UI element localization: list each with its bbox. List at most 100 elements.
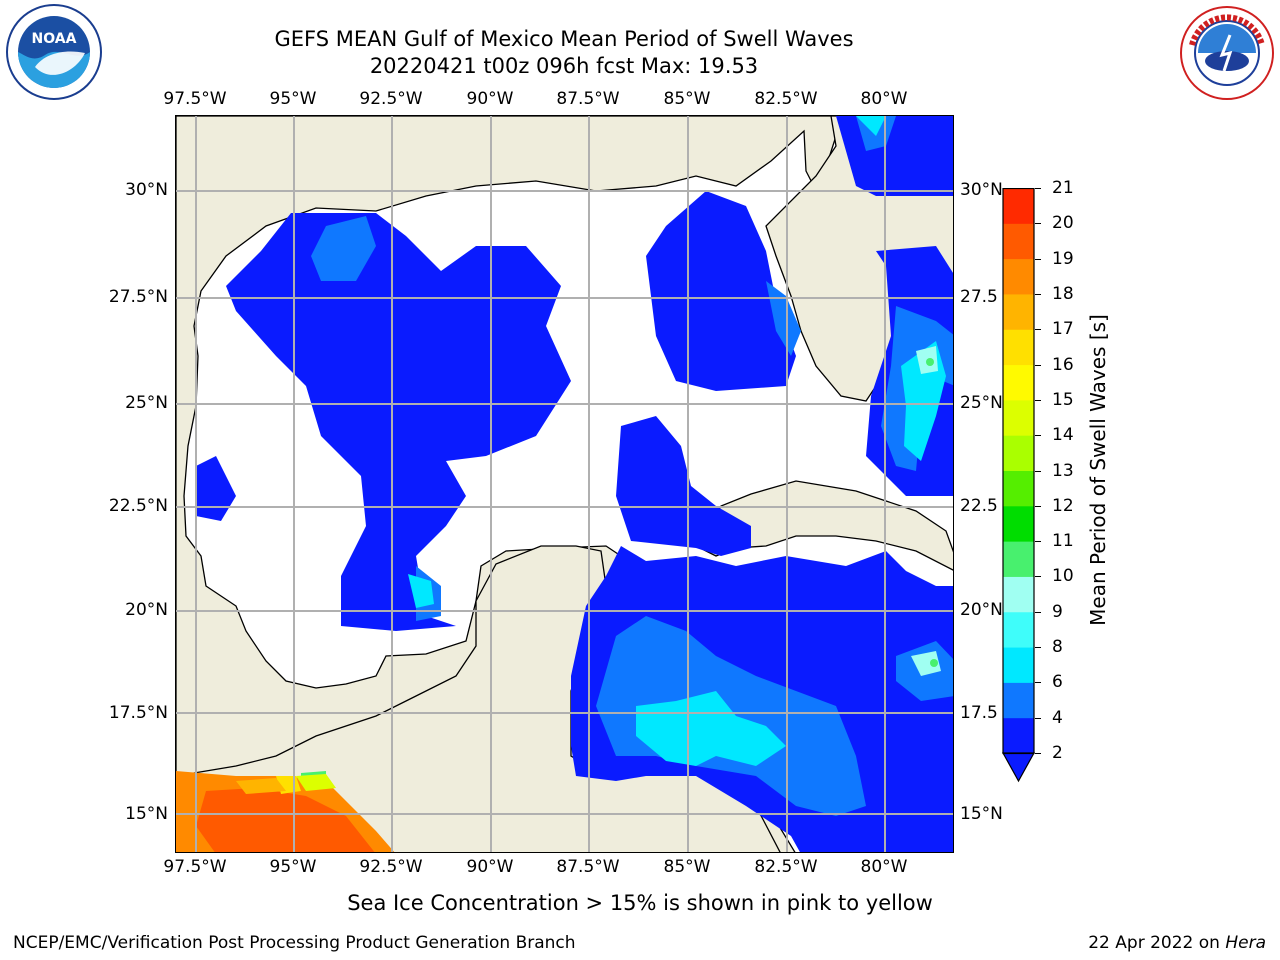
lon-label: 90°W (466, 857, 514, 877)
colorbar-tick-mark (1035, 223, 1041, 225)
map-svg (176, 116, 953, 852)
colorbar-band (1003, 364, 1034, 401)
colorbar-tick-label: 9 (1052, 601, 1063, 622)
lon-label: 95°W (269, 857, 317, 877)
colorbar-tick-mark (1035, 505, 1041, 507)
lon-label: 97.5°W (163, 89, 227, 109)
land-cuba (695, 480, 953, 571)
colorbar-tick-label: 21 (1052, 178, 1074, 198)
colorbar-tick-label: 12 (1052, 495, 1074, 516)
colorbar-tick-mark (1035, 399, 1041, 401)
lon-label: 92.5°W (359, 89, 423, 109)
colorbar-tick-label: 11 (1052, 531, 1074, 552)
lon-label: 85°W (663, 857, 711, 877)
colorbar-tick-mark (1035, 541, 1041, 543)
colorbar-band (1003, 717, 1034, 754)
lat-label: 20°N (960, 600, 1003, 620)
colorbar-band (1003, 329, 1034, 366)
colorbar-label: Mean Period of Swell Waves [s] (1086, 314, 1110, 626)
lat-label: 30°N (125, 180, 168, 200)
colorbar-tick-label: 10 (1052, 566, 1074, 587)
colorbar-tick-mark (1035, 435, 1041, 437)
colorbar-extend-arrow (1001, 752, 1036, 783)
lon-label: 87.5°W (556, 857, 620, 877)
lon-label: 80°W (860, 89, 908, 109)
colorbar-tick-mark (1035, 329, 1041, 331)
colorbar-tick-label: 13 (1052, 460, 1074, 481)
colorbar-band (1003, 258, 1034, 295)
colorbar-band (1003, 541, 1034, 577)
lat-label: 15°N (960, 804, 1003, 824)
swell-field-pacific (176, 771, 395, 852)
noaa-logo: NOAA (5, 3, 103, 101)
colorbar-tick-label: 19 (1052, 248, 1074, 269)
machine-name: Hera (1225, 933, 1266, 953)
graticule (176, 116, 953, 852)
lat-label: 25°N (960, 393, 1003, 413)
colorbar-tick-label: 8 (1052, 637, 1063, 658)
lat-label: 30°N (960, 180, 1003, 200)
colorbar-tick-label: 4 (1052, 707, 1063, 728)
lat-label: 17.5°N (108, 703, 168, 723)
colorbar-band (1003, 470, 1034, 507)
lon-label: 92.5°W (359, 857, 423, 877)
colorbar-band (1003, 188, 1034, 224)
lon-label: 95°W (269, 89, 317, 109)
sea-ice-note: Sea Ice Concentration > 15% is shown in … (347, 891, 933, 915)
lon-label: 80°W (860, 857, 908, 877)
chart-title: GEFS MEAN Gulf of Mexico Mean Period of … (274, 27, 854, 51)
colorbar-tick-mark (1035, 717, 1041, 719)
colorbar-tick-mark (1035, 470, 1041, 472)
colorbar-tick-label: 17 (1052, 319, 1074, 340)
colorbar (1001, 187, 1036, 783)
colorbar-tick-mark (1035, 611, 1041, 613)
svg-text:NOAA: NOAA (32, 31, 77, 47)
colorbar-band (1003, 505, 1034, 542)
colorbar-tick-label: 6 (1052, 672, 1063, 693)
colorbar-tick-label: 20 (1052, 213, 1074, 234)
lon-label: 87.5°W (556, 89, 620, 109)
lon-label: 82.5°W (754, 89, 818, 109)
lon-label: 97.5°W (163, 857, 227, 877)
colorbar-tick-label: 16 (1052, 354, 1074, 375)
credit-text: NCEP/EMC/Verification Post Processing Pr… (13, 933, 576, 953)
colorbar-tick-mark (1035, 682, 1041, 684)
lat-label: 27.5°N (108, 287, 168, 307)
colorbar-band (1003, 223, 1034, 260)
colorbar-band (1003, 647, 1034, 683)
colorbar-band (1003, 576, 1034, 613)
lon-label: 82.5°W (754, 857, 818, 877)
lon-label: 90°W (466, 89, 514, 109)
colorbar-tick-mark (1035, 188, 1041, 189)
colorbar-tick-mark (1035, 647, 1041, 649)
colorbar-band (1003, 435, 1034, 471)
colorbar-tick-mark (1035, 753, 1041, 754)
lat-label: 27.5 (960, 287, 998, 307)
colorbar-band (1003, 611, 1034, 648)
lon-label: 85°W (663, 89, 711, 109)
colorbar-band (1003, 682, 1034, 719)
lat-label: 20°N (125, 600, 168, 620)
colorbar-band (1003, 293, 1034, 330)
colorbar-tick-mark (1035, 364, 1041, 366)
chart-subtitle: 20220421 t00z 096h fcst Max: 19.53 (369, 54, 759, 78)
colorbar-tick-mark (1035, 258, 1041, 260)
date-text: 22 Apr 2022 on (1088, 933, 1226, 953)
lat-label: 22.5 (960, 496, 998, 516)
colorbar-tick-mark (1035, 293, 1041, 295)
colorbar-svg (1001, 187, 1036, 783)
lat-label: 15°N (125, 804, 168, 824)
lat-label: 22.5°N (108, 496, 168, 516)
lat-label: 17.5 (960, 703, 998, 723)
map-panel (175, 115, 954, 853)
colorbar-frame (1002, 187, 1035, 755)
colorbar-tick-label: 2 (1052, 743, 1063, 763)
colorbar-tick-label: 14 (1052, 425, 1074, 446)
nws-logo (1178, 5, 1276, 101)
colorbar-tick-label: 18 (1052, 283, 1074, 304)
date-stamp: 22 Apr 2022 on Hera (1088, 933, 1266, 953)
lat-label: 25°N (125, 393, 168, 413)
colorbar-band (1003, 399, 1034, 436)
colorbar-tick-mark (1035, 576, 1041, 578)
colorbar-tick-label: 15 (1052, 389, 1074, 410)
